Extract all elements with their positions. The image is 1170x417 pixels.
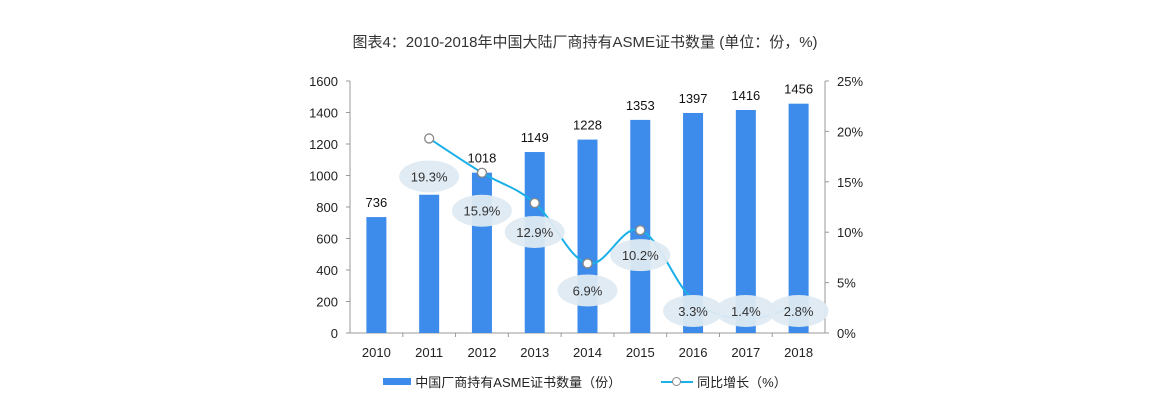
right-tick-label: 20% [837,124,863,139]
bar-value-label: 1456 [784,82,813,97]
bar-value-label: 1149 [521,130,549,145]
growth-value-label: 19.3% [411,169,448,184]
left-tick-label: 1600 [309,74,338,89]
x-tick-label: 2013 [520,345,549,360]
x-tick-label: 2010 [362,345,391,360]
x-tick-label: 2016 [679,345,708,360]
growth-value-label: 6.9% [573,283,603,298]
left-tick-label: 1400 [309,106,338,121]
bar-value-label: 736 [366,195,388,210]
x-tick-label: 2012 [467,345,496,360]
bar [788,103,809,334]
bar [419,194,440,333]
growth-label-bubble [557,274,618,307]
growth-point-marker [582,258,593,269]
legend-line-swatch [661,376,694,387]
growth-value-label: 1.4% [731,304,761,319]
left-tick-label: 1000 [309,169,338,184]
growth-point-marker [424,133,435,144]
legend-item-bar: 中国厂商持有ASME证书数量（份） [383,372,621,391]
legend-bar-swatch [383,378,412,385]
right-tick-label: 10% [837,225,863,240]
growth-value-label: 15.9% [464,204,501,219]
growth-label-bubble [451,194,512,227]
bar [683,112,704,333]
bar-value-label: 1353 [626,98,655,113]
axes: 0 200 400 600 800 1000 1200 1400 1600 0% 5% 10% 15% 2… [309,74,863,360]
bar-value-label: 1416 [731,88,760,103]
left-tick-label: 400 [316,263,338,278]
bar [735,109,756,333]
bar-value-label: 1228 [573,118,602,133]
growth-label-bubble [715,295,776,327]
growth-point-marker [529,197,540,209]
growth-value-label: 10.2% [622,248,659,263]
legend-bar-label: 中国厂商持有ASME证书数量（份） [415,375,622,390]
bar-value-label: 1018 [467,151,496,166]
growth-label-bubble [504,215,565,248]
right-tick-label: 5% [837,276,856,291]
left-tick-label: 1200 [309,137,338,152]
x-tick-label: 2015 [626,345,655,360]
left-tick-label: 200 [316,295,338,310]
x-tick-label: 2017 [731,345,760,360]
growth-value-label: 3.3% [678,304,708,319]
x-tick-label: 2018 [784,345,813,360]
bar-value-label: 1397 [679,91,708,106]
left-tick-label: 800 [316,200,338,215]
labels: 736 1018 1149 1228 1353 1397 1416 1456 19.3% 15.9… [366,82,829,327]
left-tick-label: 600 [316,232,338,247]
legend: 中国厂商持有ASME证书数量（份） 同比增长（%） [0,372,1170,391]
right-tick-label: 0% [837,326,856,341]
right-tick-label: 25% [837,74,863,89]
bar [366,217,387,333]
legend-item-line: 同比增长（%） [661,372,787,391]
growth-value-label: 2.8% [784,304,814,319]
growth-point-marker [476,167,488,178]
left-tick-label: 0 [331,326,338,341]
chart-title: 图表4：2010-2018年中国大陆厂商持有ASME证书数量 (单位：份，%) [352,34,818,51]
growth-label-bubble [399,160,460,193]
growth-label-bubble [610,239,671,272]
legend-line-label: 同比增长（%） [697,375,787,390]
growth-label-bubble [663,295,724,327]
x-tick-label: 2011 [415,345,443,360]
right-tick-label: 15% [837,175,863,190]
x-tick-label: 2014 [573,345,602,360]
growth-label-bubble [768,295,829,327]
growth-point-marker [635,225,646,236]
growth-value-label: 12.9% [516,225,553,240]
